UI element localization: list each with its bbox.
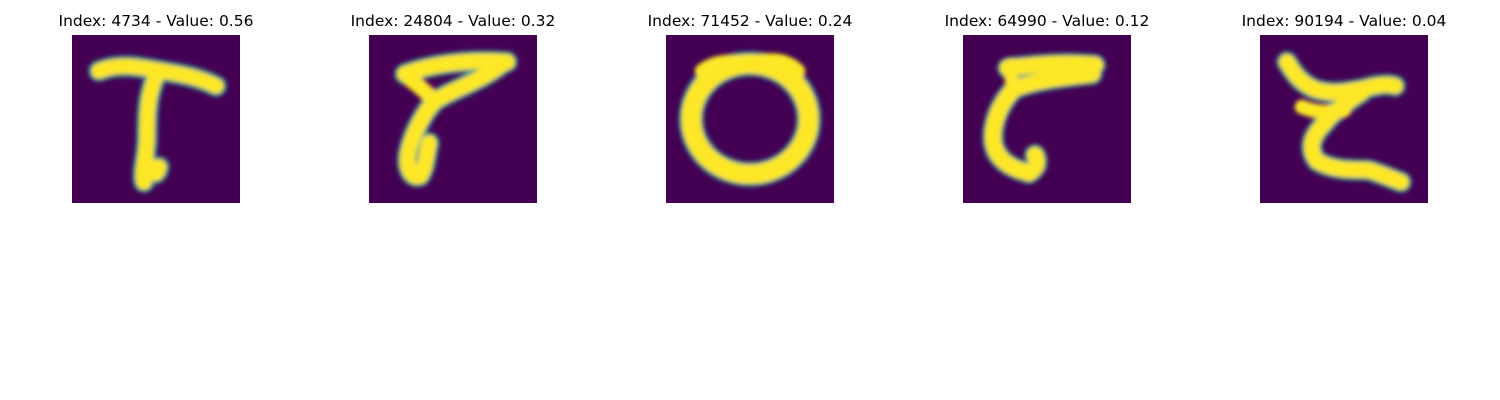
digit-seven-crossed-icon [1260,35,1428,203]
digit-seven-icon [963,35,1131,203]
image-panel-4: Index: 64990 - Value: 0.12 [899,0,1195,210]
panel-title: Index: 4734 - Value: 0.56 [58,12,254,30]
image-panel-1: Index: 4734 - Value: 0.56 [8,0,304,210]
digit-seven-icon [369,35,537,203]
image-panel-5: Index: 90194 - Value: 0.04 [1196,0,1492,210]
panel-title: Index: 90194 - Value: 0.04 [1241,12,1447,30]
digit-zero-icon [666,35,834,203]
panel-title: Index: 64990 - Value: 0.12 [944,12,1150,30]
digit-seven-icon [72,35,240,203]
image-panel-2: Index: 24804 - Value: 0.32 [305,0,601,210]
panel-title: Index: 24804 - Value: 0.32 [350,12,556,30]
panel-title: Index: 71452 - Value: 0.24 [647,12,853,30]
image-panel-3: Index: 71452 - Value: 0.24 [602,0,898,210]
